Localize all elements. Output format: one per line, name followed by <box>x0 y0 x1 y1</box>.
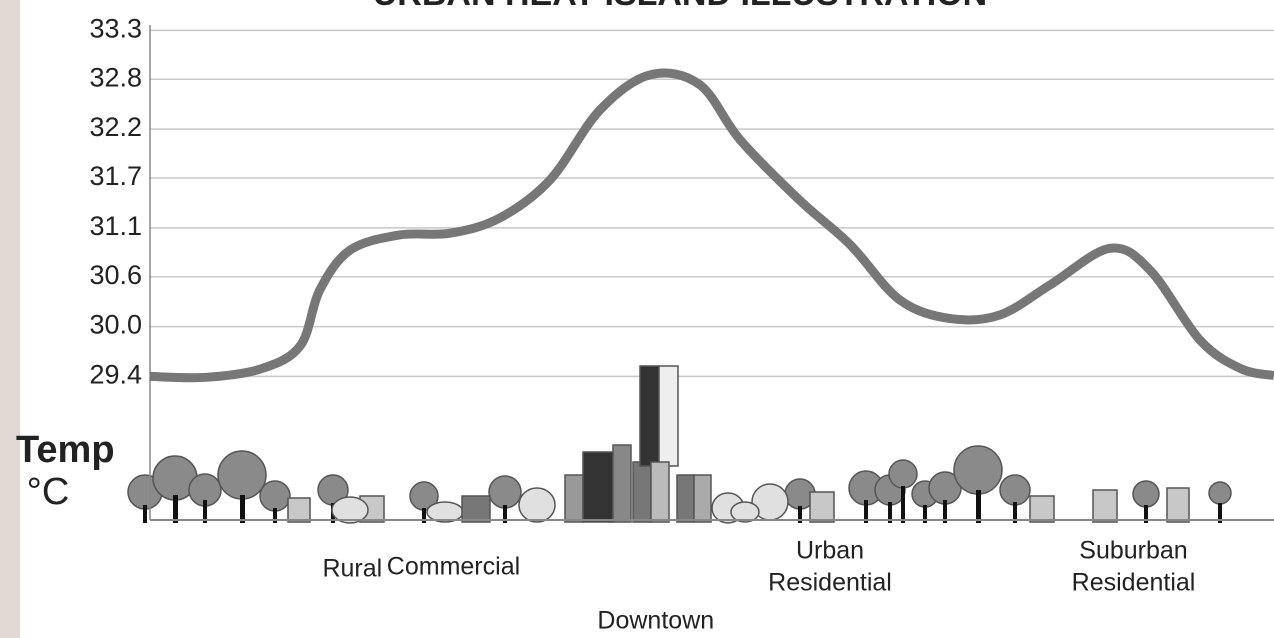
y-tick-label: 30.0 <box>89 310 142 340</box>
temperature-line <box>149 68 1274 383</box>
zone-label: Residential <box>768 569 892 597</box>
bushes <box>331 483 789 524</box>
y-tick-label: 30.6 <box>89 260 142 290</box>
y-tick-label: 31.7 <box>89 161 142 191</box>
buildings <box>461 365 712 523</box>
y-axis-label: °C <box>27 471 70 513</box>
zone-label: Commercial <box>387 553 520 581</box>
y-tick-label: 31.1 <box>89 211 142 241</box>
y-tick-label: 32.8 <box>89 62 142 92</box>
y-tick-label: 29.4 <box>89 360 142 390</box>
zone-label: Downtown <box>597 607 714 635</box>
zone-label: Rural <box>322 555 382 583</box>
houses <box>287 487 1190 523</box>
side-strip <box>0 0 20 638</box>
y-axis-label: Temp <box>16 429 115 471</box>
zone-label: Suburban <box>1079 537 1187 565</box>
y-tick-label: 32.2 <box>89 112 142 142</box>
zone-label: Residential <box>1072 569 1196 597</box>
zone-label: Urban <box>796 537 864 565</box>
chart-title: URBAN HEAT ISLAND ILLUSTRATION <box>373 0 987 13</box>
skyline-illustration <box>127 365 1232 524</box>
y-tick-label: 33.3 <box>89 13 142 43</box>
